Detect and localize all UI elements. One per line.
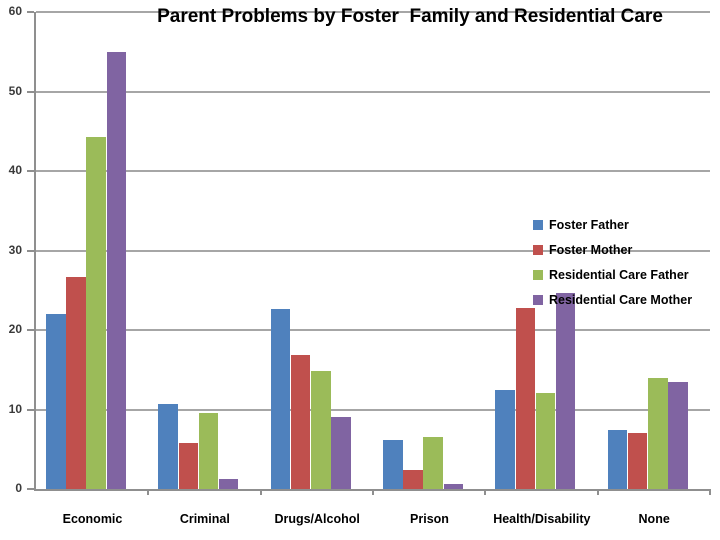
y-axis-label: 40 [8,163,22,177]
y-axis-label: 10 [8,401,22,416]
legend-item-3: Residential Care Mother [533,287,692,312]
x-axis-tick [709,489,711,495]
y-axis-tick-60 [27,11,34,13]
x-axis-tick [259,489,262,495]
bar-health-disability-series-1 [515,307,536,489]
y-axis-label: 20 [8,322,22,336]
legend-label: Residential Care Father [549,267,689,282]
bar-none-series-0 [607,430,628,489]
legend-swatch-icon [533,244,543,255]
bar-criminal-series-3 [218,479,239,489]
bar-criminal-series-0 [158,403,178,489]
bar-prison-series-2 [423,436,443,489]
y-axis-tick-30 [27,249,34,252]
bar-drugs-alcohol-series-0 [270,309,291,489]
y-axis-label: 60 [8,4,22,18]
y-axis-label: 0 [15,481,22,495]
y-axis-label: 30 [8,242,22,257]
bar-economic-series-2 [86,136,106,489]
x-axis-tick [484,489,487,495]
x-axis-tick [372,489,374,495]
bar-prison-series-3 [443,484,464,489]
y-axis-tick-40 [27,170,34,172]
bar-health-disability-series-3 [555,293,576,489]
bar-none-series-1 [627,433,648,489]
y-axis-tick-20 [27,329,34,331]
bar-prison-series-1 [403,469,423,489]
x-axis-tick [147,489,150,495]
gridline-40 [36,170,710,172]
bar-economic-series-1 [66,276,86,489]
chart-legend: Foster Father Foster Mother Residential Ca… [533,212,692,312]
plot-area: 0 10 20 30 40 50 60 Economic Criminal Drugs/Alcoh… [9,4,711,526]
bar-drugs-alcohol-series-2 [311,371,331,489]
x-axis-tick [596,489,599,495]
legend-label: Residential Care Mother [549,292,693,307]
y-axis-tick-50 [27,90,34,93]
bar-criminal-series-1 [178,442,199,489]
bar-health-disability-series-2 [535,392,556,489]
legend-item-0: Foster Father [533,212,692,237]
bar-prison-series-0 [383,439,403,489]
legend-item-2: Residential Care Father [533,262,692,287]
bar-drugs-alcohol-series-3 [331,417,351,489]
bar-health-disability-series-0 [495,389,515,489]
y-axis-tick-10 [27,408,34,411]
x-axis-category-label: None [638,512,670,526]
y-axis-tick-0 [27,488,34,490]
y-axis-label: 50 [8,83,22,98]
bar-economic-series-0 [46,314,66,489]
gridline-10 [36,408,710,411]
x-axis-category-label: Health/Disability [493,512,591,526]
chart-title: Parent Problems by Foster Family and Res… [157,6,663,27]
x-axis-category-label: Economic [62,512,123,526]
gridline-50 [36,90,710,93]
legend-swatch-icon [533,269,543,280]
legend-swatch-icon [533,294,543,305]
x-axis-category-label: Criminal [179,512,230,526]
bar-drugs-alcohol-series-1 [290,354,311,489]
gridline-20 [36,329,710,331]
x-axis-category-label: Drugs/Alcohol [274,512,360,526]
bar-economic-series-3 [106,51,127,489]
legend-label: Foster Mother [549,242,633,257]
legend-swatch-icon [533,219,543,230]
bar-criminal-series-2 [198,413,219,489]
gridline-60 [36,11,710,13]
x-axis-category-label: Prison [410,512,449,526]
bar-none-series-3 [668,381,688,489]
legend-label: Foster Father [549,217,629,232]
legend-item-1: Foster Mother [533,237,692,262]
gridline-30 [36,249,710,252]
bar-none-series-2 [648,377,668,489]
